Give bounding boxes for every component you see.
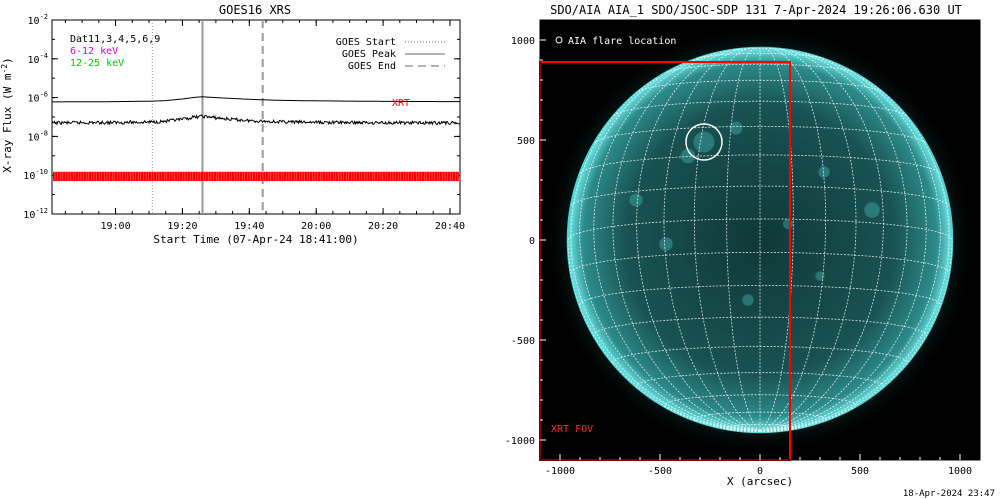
aia-flare-legend: AIA flare location: [555, 36, 676, 47]
x-tick-label: 500: [851, 466, 869, 477]
legend-label: GOES Peak: [342, 49, 396, 60]
grid-line: [693, 48, 761, 432]
grid-line: [759, 77, 950, 432]
y-tick-label: 0: [529, 236, 535, 247]
grid-line: [636, 372, 884, 388]
active-region: [680, 148, 696, 164]
active-region: [693, 131, 715, 153]
goes-xrt-band: [53, 171, 459, 182]
grid-line: [759, 239, 953, 432]
active-region: [864, 202, 880, 218]
active-region: [742, 294, 754, 306]
y-tick-label: 1000: [511, 36, 535, 47]
footer-timestamp: 18-Apr-2024 23:47: [903, 489, 995, 499]
grid-line: [759, 52, 927, 432]
aia-y-ticks: 1000 500 0 -500 -1000: [505, 36, 546, 447]
info-line: 6-12 keV: [70, 46, 118, 57]
grid-line: [759, 48, 857, 432]
x-tick-label: 19:00: [100, 221, 130, 232]
goes-series: [51, 96, 461, 127]
grid-line: [567, 218, 953, 241]
aia-x-ticks: -1000 -500 0 500 1000: [545, 454, 972, 477]
y-tick-label: 10-10: [23, 168, 48, 182]
y-tick-label: 10-4: [28, 52, 48, 66]
legend-label: GOES Start: [336, 37, 396, 48]
xrt-fov-label: XRT FOV: [551, 424, 593, 435]
grid-line: [579, 154, 941, 174]
y-tick-label: -1000: [505, 436, 535, 447]
active-region: [629, 193, 643, 207]
info-line: 12-25 keV: [70, 58, 124, 69]
flare-legend-text: AIA flare location: [568, 36, 676, 47]
grid-line: [759, 430, 773, 432]
series-line-1: [51, 114, 461, 127]
grid-line: [759, 428, 795, 432]
active-region: [659, 237, 673, 251]
y-tick-label: 500: [517, 136, 535, 147]
grid-line: [759, 48, 827, 432]
grid-line: [759, 430, 764, 433]
x-tick-label: -500: [648, 466, 672, 477]
goes-chart-title: GOES16 XRS: [219, 3, 291, 17]
y-axis-title: X-ray Flux (W m-2): [0, 57, 14, 173]
goes-y-axis-label: X-ray Flux (W m-2): [0, 57, 14, 173]
goes-x-axis-title: Start Time (07-Apr-24 18:41:00): [153, 233, 358, 246]
x-tick-label: 1000: [948, 466, 972, 477]
y-tick-label: -500: [511, 336, 535, 347]
xrt-series-label: XRT: [392, 98, 410, 109]
aia-x-axis-title: X (arcsec): [727, 475, 793, 488]
grid-line: [759, 48, 884, 432]
grid-line: [760, 406, 855, 432]
active-region: [782, 218, 794, 230]
grid-line: [567, 239, 761, 432]
aia-heliographic-grid: [567, 47, 953, 433]
active-region: [818, 166, 830, 178]
x-tick-label: 20:20: [368, 221, 398, 232]
x-tick-label: 0: [757, 466, 763, 477]
y-tick-label: 10-6: [28, 91, 48, 105]
grid-line: [665, 63, 855, 73]
y-tick-label: 10-8: [28, 129, 48, 143]
xrt-band: [53, 171, 459, 182]
series-line-0: [52, 96, 460, 103]
grid-line: [579, 55, 761, 432]
grid-line: [570, 77, 761, 432]
x-tick-label: 19:40: [234, 221, 264, 232]
grid-line: [636, 48, 761, 432]
grid-line: [759, 55, 941, 432]
active-region: [815, 271, 825, 281]
y-tick-label: 10-12: [23, 207, 48, 221]
grid-line: [726, 47, 761, 432]
aia-flare-marker: [685, 123, 723, 161]
active-regions: [629, 121, 880, 306]
legend-label: GOES End: [348, 61, 396, 72]
x-tick-label: 20:00: [301, 221, 331, 232]
info-line: Dat11,3,4,5,6,9: [70, 34, 160, 45]
grid-line: [594, 125, 926, 144]
active-region: [729, 121, 743, 135]
grid-line: [663, 48, 761, 432]
grid-line: [759, 47, 794, 432]
grid-line: [593, 52, 761, 432]
goes-x-ticks: 19:00 19:20 19:40 20:00 20:20 20:40: [64, 20, 465, 232]
x-tick-label: 19:20: [167, 221, 197, 232]
y-tick-label: 10-2: [28, 13, 48, 27]
flare-circle: [685, 123, 723, 161]
x-tick-label: -1000: [545, 466, 575, 477]
aia-image-title: SDO/AIA AIA_1 SDO/JSOC-SDP 131 7-Apr-202…: [550, 3, 962, 17]
x-tick-label: 20:40: [435, 221, 465, 232]
flare-legend-icon: [555, 36, 563, 44]
goes-event-lines: [151, 20, 264, 214]
grid-line: [665, 406, 760, 432]
